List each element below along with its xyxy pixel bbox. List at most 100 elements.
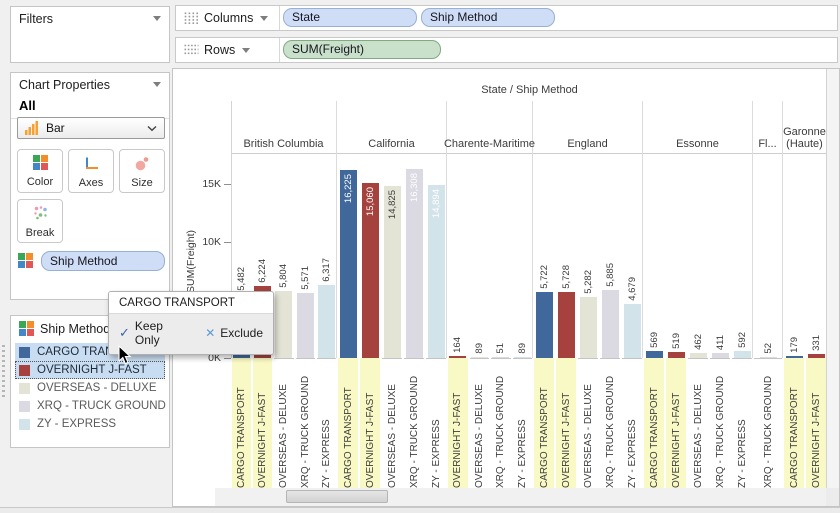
bar-cargo-transport[interactable] bbox=[785, 356, 803, 358]
bar-overnight-j-fast[interactable] bbox=[361, 183, 379, 358]
bar-xrq-truck-ground[interactable] bbox=[296, 293, 314, 358]
bar-overseas-deluxe[interactable] bbox=[275, 291, 293, 358]
bar-cargo-transport[interactable] bbox=[645, 351, 663, 358]
method-axis-label-cargo-transport[interactable]: CARGO TRANSPORT bbox=[783, 358, 805, 488]
bar-zy-express[interactable] bbox=[623, 304, 641, 358]
bar-cargo-transport[interactable] bbox=[339, 170, 357, 358]
state-header[interactable]: Garonne (Haute) bbox=[783, 126, 826, 150]
horizontal-scrollbar[interactable] bbox=[215, 488, 826, 506]
method-axis-label-zy-express[interactable]: ZY - EXPRESS bbox=[425, 358, 447, 488]
axes-button[interactable]: Axes bbox=[68, 149, 114, 193]
method-axis-label-xrq-truck-ground[interactable]: XRQ - TRUCK GROUND bbox=[599, 358, 621, 488]
state-header[interactable]: California bbox=[368, 138, 415, 150]
method-axis-label-overseas-deluxe[interactable]: OVERSEAS - DELUXE bbox=[273, 358, 295, 488]
legend-item-label: OVERSEAS - DELUXE bbox=[37, 382, 157, 394]
column-pill-ship-method[interactable]: Ship Method bbox=[421, 8, 555, 27]
plot-area: British Columbia 5,482 6,224 5,804 5,571 6,31… bbox=[231, 101, 828, 488]
sidebar-resize-grip[interactable] bbox=[2, 345, 5, 400]
bar-overnight-j-fast[interactable] bbox=[557, 292, 575, 358]
bar-overnight-j-fast[interactable] bbox=[667, 352, 685, 358]
state-group-california: California 16,225 15,060 14,825 16,308 14,894… bbox=[337, 101, 447, 488]
color-button[interactable]: Color bbox=[17, 149, 63, 193]
row-pill-sum-freight[interactable]: SUM(Freight) bbox=[283, 40, 441, 59]
method-axis-label-overnight-j-fast[interactable]: OVERNIGHT J-FAST bbox=[359, 358, 381, 488]
legend-item-zy-express[interactable]: ZY - EXPRESS bbox=[15, 415, 165, 433]
collapse-icon[interactable] bbox=[153, 82, 161, 87]
rows-shelf-label[interactable]: Rows bbox=[204, 43, 236, 57]
bar-zy-express[interactable] bbox=[317, 285, 335, 358]
bar-xrq-truck-ground[interactable] bbox=[711, 353, 729, 358]
header-separator-line bbox=[231, 153, 828, 154]
method-axis-label-zy-express[interactable]: ZY - EXPRESS bbox=[511, 358, 533, 488]
method-axis-label-overnight-j-fast[interactable]: OVERNIGHT J-FAST bbox=[805, 358, 827, 488]
chevron-down-icon bbox=[147, 125, 157, 131]
legend-item-overseas-deluxe[interactable]: OVERSEAS - DELUXE bbox=[15, 379, 165, 397]
bar-overseas-deluxe[interactable] bbox=[470, 357, 488, 358]
legend-item-overnight-j-fast[interactable]: OVERNIGHT J-FAST bbox=[15, 361, 165, 379]
method-axis-label-overnight-j-fast[interactable]: OVERNIGHT J-FAST bbox=[252, 358, 274, 488]
legend-item-xrq-truck-ground[interactable]: XRQ - TRUCK GROUND bbox=[15, 397, 166, 415]
columns-shelf-label[interactable]: Columns bbox=[204, 11, 254, 25]
state-header[interactable]: Essonne bbox=[676, 138, 719, 150]
bar-zy-express[interactable] bbox=[733, 351, 751, 358]
y-tick-mark bbox=[224, 242, 231, 243]
break-button[interactable]: Break bbox=[17, 199, 63, 243]
chevron-down-icon[interactable] bbox=[242, 48, 250, 53]
method-axis-label-overnight-j-fast[interactable]: OVERNIGHT J-FAST bbox=[447, 358, 469, 488]
exclude-button[interactable]: ✕ Exclude bbox=[205, 326, 263, 340]
method-axis-label-overseas-deluxe[interactable]: OVERSEAS - DELUXE bbox=[468, 358, 490, 488]
bar-zy-express[interactable] bbox=[427, 185, 445, 358]
bar-overnight-j-fast[interactable] bbox=[449, 356, 467, 358]
chart-type-dropdown[interactable]: Bar bbox=[17, 117, 165, 139]
columns-shelf: Columns State Ship Method bbox=[175, 5, 838, 31]
bar-value-label: 15,060 bbox=[364, 187, 376, 217]
chevron-down-icon[interactable] bbox=[260, 16, 268, 21]
state-header[interactable]: British Columbia bbox=[243, 138, 324, 150]
x-axis-line bbox=[231, 358, 828, 359]
legend-swatch bbox=[19, 346, 30, 358]
method-axis-label-cargo-transport[interactable]: CARGO TRANSPORT bbox=[337, 358, 359, 488]
color-grid-icon bbox=[32, 155, 48, 170]
bar-cargo-transport[interactable] bbox=[535, 292, 553, 358]
bar-value-label: 164 bbox=[452, 337, 464, 353]
method-axis-label-xrq-truck-ground[interactable]: XRQ - TRUCK GROUND bbox=[753, 358, 783, 488]
bar-overseas-deluxe[interactable] bbox=[689, 353, 707, 358]
method-axis-label-zy-express[interactable]: ZY - EXPRESS bbox=[731, 358, 753, 488]
color-grid-icon bbox=[19, 321, 34, 336]
method-axis-label-zy-express[interactable]: ZY - EXPRESS bbox=[621, 358, 643, 488]
state-header[interactable]: Fl... bbox=[758, 138, 777, 150]
keep-only-button[interactable]: ✓ Keep Only bbox=[119, 319, 163, 347]
method-axis-label-overseas-deluxe[interactable]: OVERSEAS - DELUXE bbox=[577, 358, 599, 488]
bar-overnight-j-fast[interactable] bbox=[807, 354, 825, 358]
ship-method-pill[interactable]: Ship Method bbox=[41, 251, 165, 271]
method-axis-label-zy-express[interactable]: ZY - EXPRESS bbox=[315, 358, 337, 488]
method-axis-label-xrq-truck-ground[interactable]: XRQ - TRUCK GROUND bbox=[490, 358, 512, 488]
method-axis-label-overnight-j-fast[interactable]: OVERNIGHT J-FAST bbox=[665, 358, 687, 488]
method-axis-label-cargo-transport[interactable]: CARGO TRANSPORT bbox=[643, 358, 665, 488]
bar-xrq-truck-ground[interactable] bbox=[601, 290, 619, 358]
bar-zy-express[interactable] bbox=[513, 357, 531, 358]
bar-xrq-truck-ground[interactable] bbox=[405, 169, 423, 358]
method-axis-label-xrq-truck-ground[interactable]: XRQ - TRUCK GROUND bbox=[403, 358, 425, 488]
bar-overseas-deluxe[interactable] bbox=[383, 186, 401, 358]
bar-overseas-deluxe[interactable] bbox=[579, 297, 597, 358]
method-axis-label-overseas-deluxe[interactable]: OVERSEAS - DELUXE bbox=[381, 358, 403, 488]
state-header[interactable]: England bbox=[567, 138, 608, 150]
method-axis-label-overseas-deluxe[interactable]: OVERSEAS - DELUXE bbox=[687, 358, 709, 488]
size-button[interactable]: Size bbox=[119, 149, 165, 193]
state-header[interactable]: Charente-Maritime bbox=[443, 138, 536, 150]
column-pill-state[interactable]: State bbox=[283, 8, 417, 27]
method-axis-label-cargo-transport[interactable]: CARGO TRANSPORT bbox=[231, 358, 253, 488]
method-axis-label-cargo-transport[interactable]: CARGO TRANSPORT bbox=[533, 358, 555, 488]
bar-value-label: 51 bbox=[495, 343, 507, 354]
bar-xrq-truck-ground[interactable] bbox=[759, 357, 777, 358]
method-axis-label-overnight-j-fast[interactable]: OVERNIGHT J-FAST bbox=[555, 358, 577, 488]
method-axis-label-xrq-truck-ground[interactable]: XRQ - TRUCK GROUND bbox=[709, 358, 731, 488]
scrollbar-thumb[interactable] bbox=[286, 490, 388, 503]
collapse-icon[interactable] bbox=[153, 16, 161, 21]
bar-value-label: 5,282 bbox=[582, 270, 594, 294]
bar-xrq-truck-ground[interactable] bbox=[492, 357, 510, 358]
vertical-scrollbar[interactable] bbox=[826, 69, 839, 489]
method-axis-label-xrq-truck-ground[interactable]: XRQ - TRUCK GROUND bbox=[294, 358, 316, 488]
